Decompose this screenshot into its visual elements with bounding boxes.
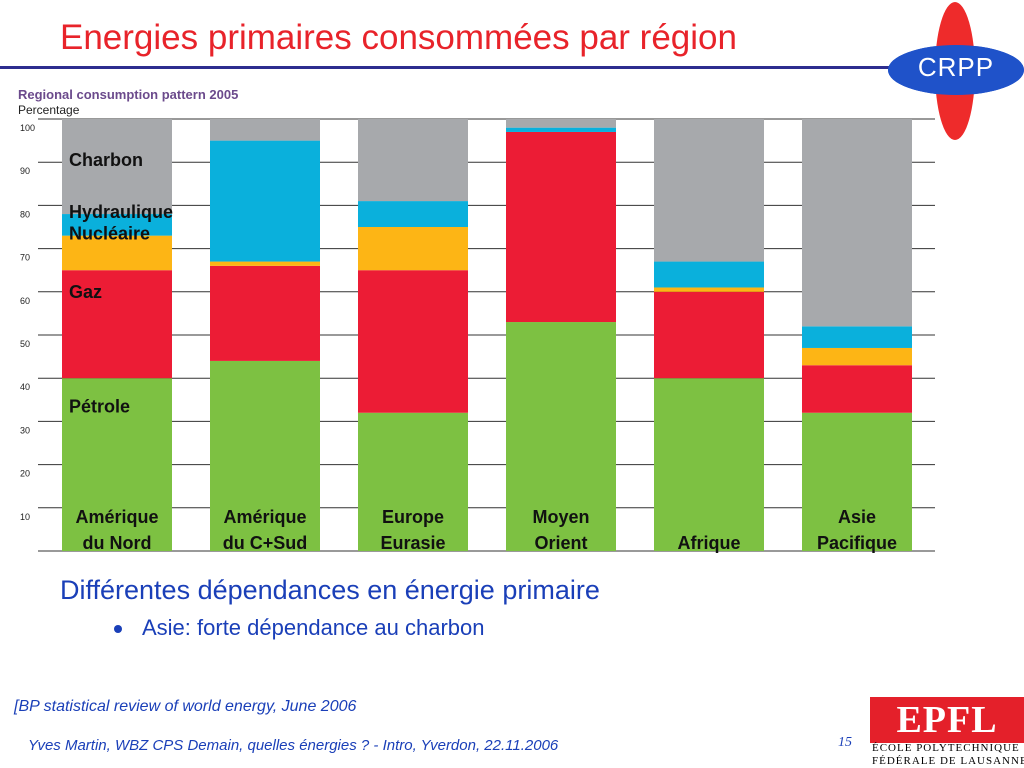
y-tick-label: 70 xyxy=(20,253,30,263)
bar-charbon-5 xyxy=(654,119,764,262)
bar-gaz-1 xyxy=(62,270,172,379)
title-rule xyxy=(0,66,900,69)
category-label: du C+Sud xyxy=(223,533,308,553)
source-citation: [BP statistical review of world energy, … xyxy=(14,698,357,715)
y-tick-label: 20 xyxy=(20,469,30,479)
bar-hydraulique-2 xyxy=(210,140,320,262)
chart-title: Regional consumption pattern 2005 xyxy=(18,87,239,102)
category-label: Europe xyxy=(382,507,444,527)
legend-label-charbon: Charbon xyxy=(69,150,143,170)
epfl-logo-text: EPFL xyxy=(896,699,998,741)
bar-nucleaire-2 xyxy=(210,261,320,266)
category-label: Orient xyxy=(534,533,587,553)
page-number: 15 xyxy=(838,735,852,750)
category-label: du Nord xyxy=(83,533,152,553)
legend-label-petrole: Pétrole xyxy=(69,396,130,416)
y-tick-label: 30 xyxy=(20,425,30,435)
bar-petrole-4 xyxy=(506,322,616,551)
bar-charbon-1 xyxy=(62,119,172,215)
y-tick-label: 60 xyxy=(20,296,30,306)
y-tick-label: 40 xyxy=(20,382,30,392)
category-label: Amérique xyxy=(75,507,158,527)
y-tick-label: 90 xyxy=(20,166,30,176)
y-tick-label: 10 xyxy=(20,512,30,522)
bar-petrole-1 xyxy=(62,378,172,551)
bar-charbon-4 xyxy=(506,119,616,128)
chart-bars xyxy=(62,119,912,551)
bar-petrole-5 xyxy=(654,378,764,551)
bar-gaz-5 xyxy=(654,291,764,379)
slide-subtitle: Différentes dépendances en énergie prima… xyxy=(60,575,600,605)
epfl-logo xyxy=(870,697,1024,743)
y-tick-label: 80 xyxy=(20,209,30,219)
bar-nucleaire-1 xyxy=(62,235,172,271)
bar-nucleaire-5 xyxy=(654,287,764,292)
bar-petrole-6 xyxy=(802,412,912,551)
crpp-logo-front xyxy=(888,45,1024,95)
bar-charbon-6 xyxy=(802,119,912,327)
category-label: Asie xyxy=(838,507,876,527)
bar-charbon-3 xyxy=(358,119,468,202)
category-label: Eurasie xyxy=(380,533,445,553)
bar-charbon-2 xyxy=(210,119,320,141)
category-label: Afrique xyxy=(678,533,741,553)
bar-hydraulique-3 xyxy=(358,201,468,227)
legend-label-gaz: Gaz xyxy=(69,282,102,302)
epfl-logo-line2: FÉDÉRALE DE LAUSANNE xyxy=(872,755,1024,767)
bar-nucleaire-3 xyxy=(358,227,468,271)
bar-gaz-6 xyxy=(802,365,912,413)
bar-petrole-3 xyxy=(358,412,468,551)
chart-ylabel: Percentage xyxy=(18,103,80,117)
y-tick-label: 50 xyxy=(20,339,30,349)
legend-label-nucleaire: Nucléaire xyxy=(69,223,150,243)
bar-hydraulique-4 xyxy=(506,127,616,132)
bar-gaz-4 xyxy=(506,131,616,323)
slide-footer: Yves Martin, WBZ CPS Demain, quelles éne… xyxy=(28,737,559,754)
bar-nucleaire-6 xyxy=(802,347,912,366)
bar-petrole-2 xyxy=(210,360,320,551)
bullet-text: Asie: forte dépendance au charbon xyxy=(142,615,485,640)
bar-gaz-3 xyxy=(358,270,468,413)
bar-hydraulique-1 xyxy=(62,214,172,236)
y-tick-label: 100 xyxy=(20,123,35,133)
category-label: Pacifique xyxy=(817,533,897,553)
epfl-logo-line1: ÉCOLE POLYTECHNIQUE xyxy=(872,742,1020,754)
legend-label-hydraulique: Hydraulique xyxy=(69,202,173,222)
category-label: Amérique xyxy=(223,507,306,527)
slide-title: Energies primaires consommées par région xyxy=(60,18,737,57)
bar-gaz-2 xyxy=(210,265,320,361)
bar-hydraulique-5 xyxy=(654,261,764,288)
chart-gridlines xyxy=(38,118,935,552)
category-label: Moyen xyxy=(532,507,589,527)
bullet-icon xyxy=(114,625,122,633)
chart-labels: 10 20 30 40 50 60 70 80 90 100 Amérique du Nord Amér… xyxy=(20,123,897,553)
bar-hydraulique-6 xyxy=(802,326,912,348)
crpp-logo-text: CRPP xyxy=(917,52,995,82)
